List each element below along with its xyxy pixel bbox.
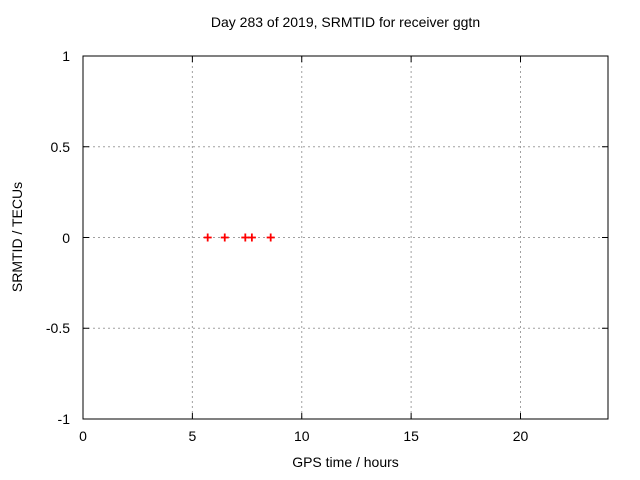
x-tick-label: 5: [188, 428, 197, 444]
y-tick-label: 1: [62, 48, 70, 64]
y-tick-label: -1: [57, 411, 70, 427]
y-tick-label: -0.5: [45, 320, 70, 337]
y-tick-label: 0: [62, 229, 70, 246]
x-tick-label: 0: [79, 428, 87, 444]
x-tick-label: 20: [512, 428, 529, 444]
x-axis-label: GPS time / hours: [292, 454, 399, 470]
chart-title: Day 283 of 2019, SRMTID for receiver ggt…: [210, 14, 481, 30]
x-tick-label: 15: [403, 428, 419, 444]
x-tick-label: 10: [293, 428, 310, 444]
y-tick-label: 0.5: [50, 138, 70, 155]
